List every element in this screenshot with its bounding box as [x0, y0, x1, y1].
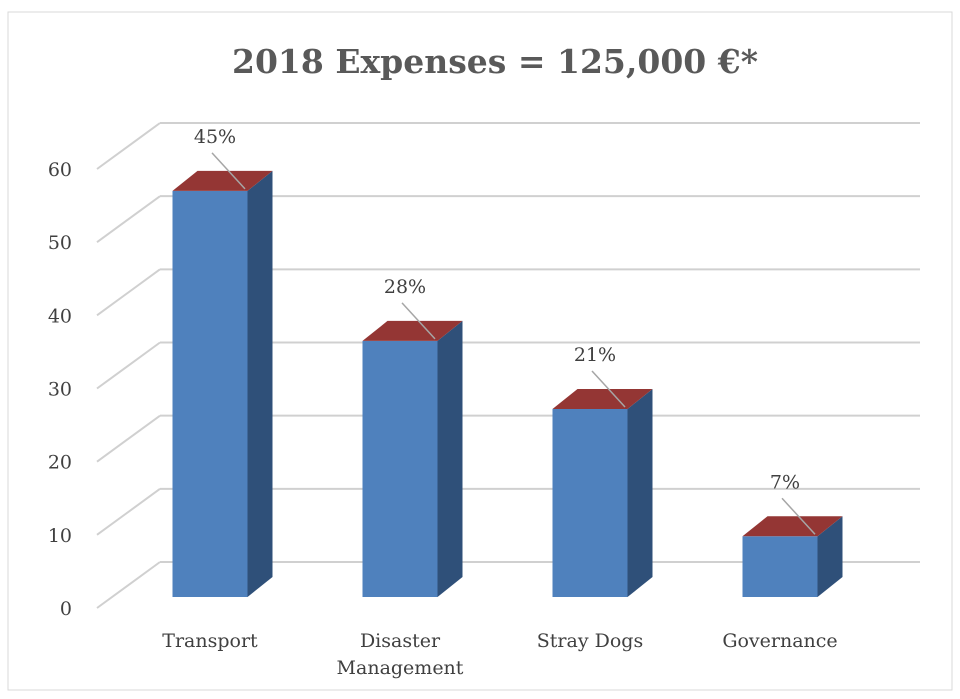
bar-side: [437, 320, 463, 597]
grid-line-side: [96, 414, 161, 463]
y-tick-label: 10: [48, 525, 72, 547]
bar-side: [247, 170, 273, 598]
bar: [172, 190, 248, 598]
grid-line-side: [96, 341, 161, 390]
x-tick-label: Transport: [162, 630, 258, 652]
y-tick-label: 30: [48, 379, 72, 401]
data-label: 28%: [384, 276, 426, 298]
bar-top: [172, 170, 273, 191]
data-label: 45%: [194, 126, 236, 148]
y-tick-label: 40: [48, 305, 72, 327]
grid-line-side: [96, 561, 161, 609]
grid-line-side: [96, 488, 161, 536]
bar: [362, 340, 438, 597]
bar-side: [627, 388, 653, 597]
data-label: 21%: [574, 344, 616, 366]
bar-top: [742, 516, 843, 537]
x-tick-label: Stray Dogs: [536, 630, 644, 652]
leader-line: [781, 497, 816, 535]
grid-line-side: [96, 122, 161, 170]
bar: [742, 536, 818, 597]
grid-line-side: [96, 195, 161, 243]
bar-top: [362, 320, 463, 341]
bar-side: [817, 516, 843, 597]
y-tick-label: 60: [48, 159, 72, 181]
chart-title: 2018 Expenses = 125,000 €*: [232, 42, 758, 81]
y-tick-label: 0: [60, 598, 72, 620]
leader-line: [211, 152, 246, 190]
bar-top: [552, 388, 653, 409]
leader-line: [401, 302, 436, 340]
data-label: 7%: [770, 471, 800, 493]
x-tick-label: Disaster Management: [336, 630, 464, 679]
y-tick-label: 50: [48, 232, 72, 254]
bar: [552, 408, 628, 597]
grid-line-side: [96, 268, 161, 317]
leader-line: [591, 370, 626, 408]
x-tick-label: Governance: [722, 630, 838, 652]
y-tick-label: 20: [48, 452, 72, 474]
